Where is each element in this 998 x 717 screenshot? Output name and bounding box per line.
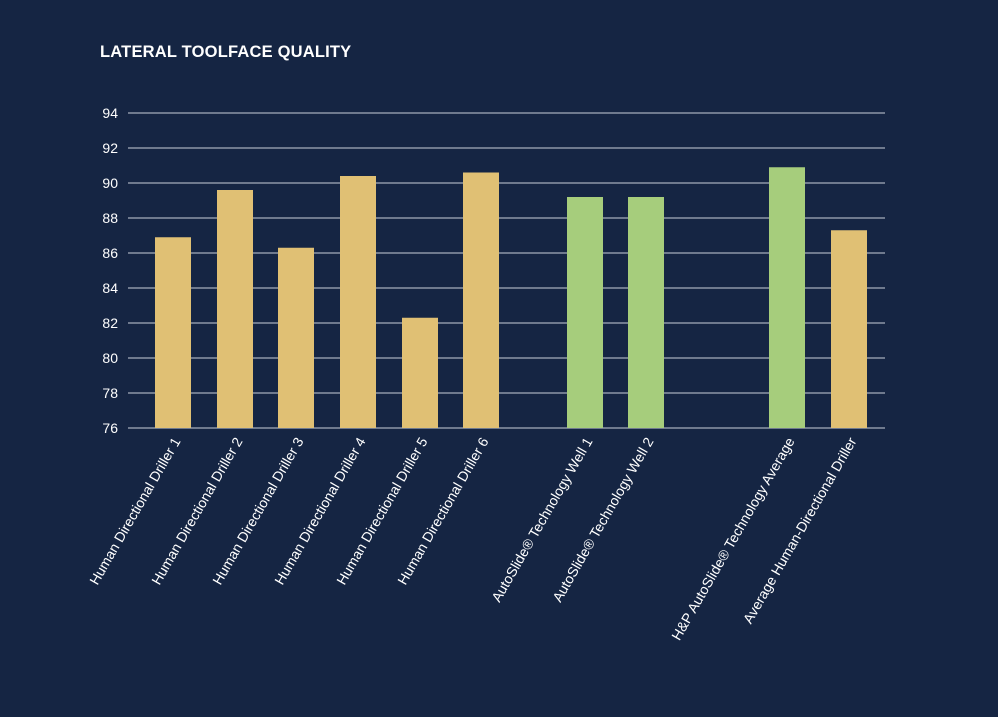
- y-tick-label: 94: [102, 105, 118, 121]
- chart-title: LATERAL TOOLFACE QUALITY: [100, 43, 352, 61]
- y-tick-label: 76: [102, 420, 118, 436]
- y-tick-label: 86: [102, 245, 118, 261]
- bar: [402, 317, 438, 428]
- bar: [567, 197, 603, 428]
- bar: [340, 176, 376, 428]
- bar: [155, 237, 191, 428]
- x-tick-label: Average Human-Directional Driller: [740, 434, 860, 626]
- x-tick-label: AutoSlide® Technology Well 2: [549, 434, 657, 604]
- bar: [831, 230, 867, 428]
- y-tick-label: 92: [102, 140, 118, 156]
- y-tick-label: 90: [102, 175, 118, 191]
- y-tick-label: 88: [102, 210, 118, 226]
- bar: [769, 167, 805, 428]
- bar: [628, 197, 664, 428]
- x-tick-label: AutoSlide® Technology Well 1: [488, 434, 596, 604]
- bar: [217, 190, 253, 428]
- y-tick-label: 82: [102, 315, 118, 331]
- bar: [463, 172, 499, 428]
- y-tick-label: 80: [102, 350, 118, 366]
- y-tick-label: 78: [102, 385, 118, 401]
- bar: [278, 247, 314, 428]
- x-tick-label: H&P AutoSlide® Technology Average: [668, 434, 798, 643]
- y-tick-label: 84: [102, 280, 118, 296]
